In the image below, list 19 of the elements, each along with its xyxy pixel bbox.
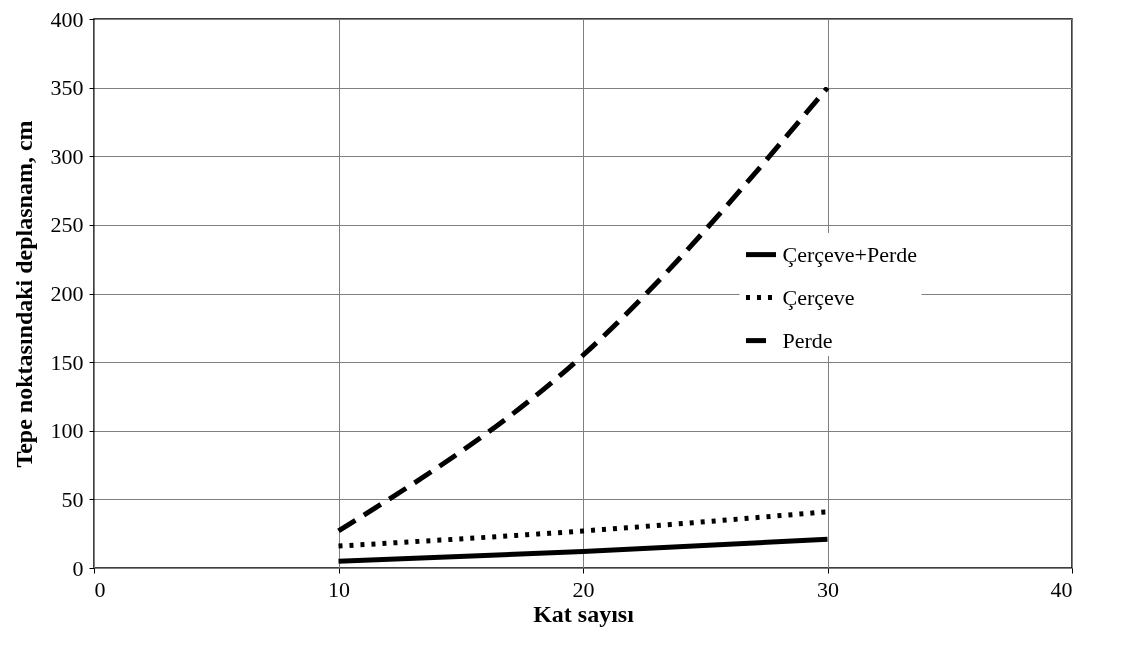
x-tick-label: 0 — [94, 576, 106, 602]
legend-label: Perde — [782, 327, 833, 353]
x-tick-label: 20 — [572, 576, 595, 602]
x-tick-label: 10 — [328, 576, 350, 602]
y-tick-label: 50 — [61, 486, 84, 512]
x-tick-label: 40 — [1050, 576, 1073, 602]
legend-label: Çerçeve — [782, 284, 855, 310]
y-tick-label: 0 — [72, 555, 84, 581]
y-tick-label: 200 — [50, 281, 84, 306]
y-tick-label: 150 — [50, 349, 84, 375]
y-tick-label: 250 — [50, 212, 84, 238]
y-tick-label: 100 — [50, 418, 84, 444]
x-tick-label: 30 — [817, 576, 839, 602]
y-tick-label: 400 — [50, 6, 84, 32]
y-tick-label: 350 — [50, 75, 84, 101]
legend-label: Çerçeve+Perde — [782, 241, 918, 267]
x-axis-title: Kat sayısı — [533, 600, 635, 627]
y-tick-label: 300 — [50, 143, 84, 169]
y-axis-title: Tepe noktasındaki deplasnam, cm — [10, 120, 37, 468]
